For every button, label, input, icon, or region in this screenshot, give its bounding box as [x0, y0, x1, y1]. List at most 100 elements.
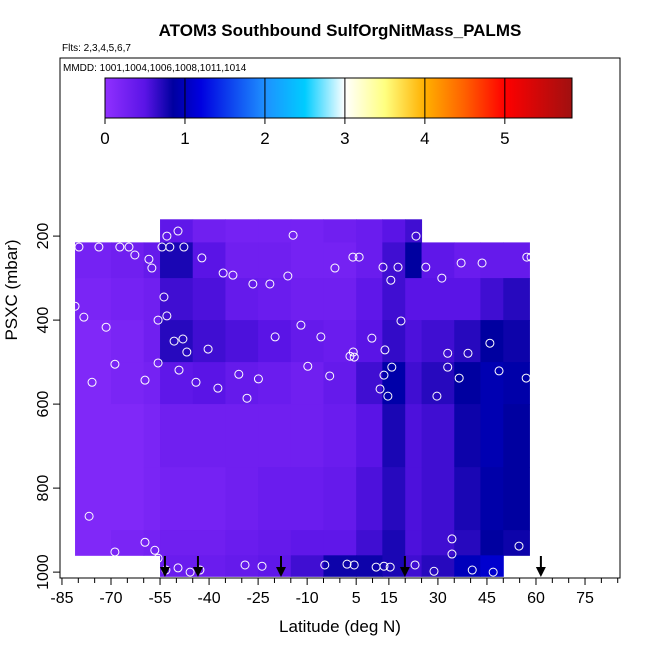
curtain-cell [480, 362, 504, 405]
subtitle: Flts: 2,3,4,5,6,7 [62, 43, 131, 54]
y-tick-label: 800 [35, 475, 52, 502]
sample-point [526, 252, 536, 262]
sample-point [147, 263, 157, 273]
sample-point [342, 559, 352, 569]
curtain-cell [290, 404, 324, 468]
sample-point [443, 348, 453, 358]
sample-point [234, 369, 244, 379]
curtain-cell [290, 242, 324, 279]
curtain-cell [382, 362, 406, 405]
curtain-cell [143, 530, 161, 556]
sample-point [218, 268, 228, 278]
curtain-cell [405, 404, 423, 468]
arrow-head [192, 567, 203, 577]
curtain-cell [75, 242, 112, 279]
sample-point [385, 562, 395, 572]
y-axis-label: PSXC (mbar) [2, 239, 21, 340]
curtain-cell [454, 362, 481, 405]
x-tick-label: 15 [380, 590, 398, 607]
x-axis-label: Latitude (deg N) [279, 617, 401, 636]
sample-point [203, 344, 213, 354]
curtain-cell [225, 242, 259, 279]
sample-point [162, 231, 172, 241]
curtain-cell [160, 530, 194, 556]
sample-point [240, 560, 250, 570]
sample-point [173, 226, 183, 236]
curtain-cell [480, 278, 504, 321]
sample-point [485, 338, 495, 348]
curtain-cell [143, 278, 161, 321]
curtain-cell [160, 404, 194, 468]
curtain-cell [356, 555, 383, 577]
curtain-cell [405, 219, 423, 243]
curtain-cell [382, 242, 406, 279]
sample-point [213, 383, 223, 393]
curtain-cell [192, 555, 226, 577]
curtain-cell [323, 467, 357, 531]
curtain-cell [258, 362, 292, 405]
curtain-cell [258, 467, 292, 531]
curtain-cell [75, 278, 112, 321]
curtain-cell [421, 555, 455, 577]
sample-point [253, 374, 263, 384]
curtain-cell [290, 530, 324, 556]
x-tick-label: 30 [429, 590, 447, 607]
curtain-cell [323, 219, 357, 243]
sample-point [169, 336, 179, 346]
sample-point [179, 242, 189, 252]
arrow-head [399, 567, 410, 577]
curtain-cell [225, 320, 259, 363]
sample-point [454, 373, 464, 383]
curtain-cell [405, 467, 423, 531]
sample-point [494, 366, 504, 376]
sample-point [110, 359, 120, 369]
curtain-cell [382, 467, 406, 531]
arrow-head [535, 567, 546, 577]
y-tick-label: 1000 [35, 554, 52, 590]
curtain-cell [110, 320, 145, 363]
curtain-cell [192, 404, 226, 468]
curtain-cell [110, 530, 145, 556]
curtain-cell [421, 362, 455, 405]
sample-point [387, 362, 397, 372]
sample-point [173, 563, 183, 573]
curtain-cell [75, 530, 112, 556]
curtain-cell [356, 362, 383, 405]
curtain-cell [143, 362, 161, 405]
x-tick-label: -40 [198, 590, 221, 607]
sample-point [348, 252, 358, 262]
curtain-cell [323, 362, 357, 405]
sample-point [242, 393, 252, 403]
sample-point [288, 230, 298, 240]
curtain-cell [454, 555, 481, 577]
curtain-cell [110, 404, 145, 468]
curtain-cell [480, 242, 504, 279]
curtain-cell [258, 530, 292, 556]
curtain-cell [421, 320, 455, 363]
sample-point [521, 373, 531, 383]
sample-point [393, 262, 403, 272]
sample-point [477, 258, 487, 268]
sample-point [443, 362, 453, 372]
curtain-cell [421, 530, 455, 556]
sample-point [165, 242, 175, 252]
sample-point [265, 279, 275, 289]
curtain-cell [454, 242, 481, 279]
curtain-cell [454, 467, 481, 531]
sample-point [182, 347, 192, 357]
x-tick-label: 45 [478, 590, 496, 607]
curtain-cell [323, 278, 357, 321]
sample-point [296, 320, 306, 330]
curtain-cell [192, 242, 226, 279]
curtain-cell [405, 278, 423, 321]
x-tick-label: 5 [352, 590, 361, 607]
curtain-cell [356, 530, 383, 556]
x-tick-label: 75 [576, 590, 594, 607]
sample-point [248, 279, 258, 289]
sample-point [378, 262, 388, 272]
colorbar-tick-label: 2 [260, 129, 269, 148]
curtain-cell [480, 555, 504, 577]
curtain-cell [160, 467, 194, 531]
